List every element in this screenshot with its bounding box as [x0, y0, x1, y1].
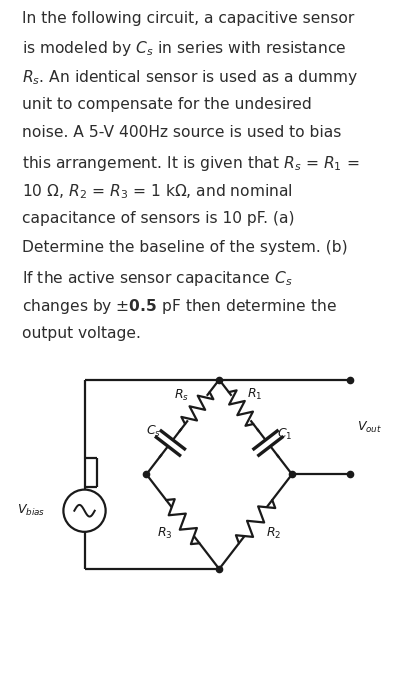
Text: this arrangement. It is given that $R_s$ = $R_1$ =: this arrangement. It is given that $R_s$… [22, 154, 359, 173]
Text: $R_s$. An identical sensor is used as a dummy: $R_s$. An identical sensor is used as a … [22, 68, 358, 87]
Text: unit to compensate for the undesired: unit to compensate for the undesired [22, 97, 311, 111]
Text: 10 $\Omega$, $R_2$ = $R_3$ = 1 k$\Omega$, and nominal: 10 $\Omega$, $R_2$ = $R_3$ = 1 k$\Omega$… [22, 183, 292, 202]
Text: $C_s$: $C_s$ [146, 424, 161, 439]
Text: $R_s$: $R_s$ [174, 388, 188, 402]
Text: capacitance of sensors is 10 pF. (a): capacitance of sensors is 10 pF. (a) [22, 211, 294, 226]
Text: noise. A 5-V 400Hz source is used to bias: noise. A 5-V 400Hz source is used to bia… [22, 125, 340, 140]
Text: Determine the baseline of the system. (b): Determine the baseline of the system. (b… [22, 240, 347, 255]
Text: If the active sensor capacitance $C_s$: If the active sensor capacitance $C_s$ [22, 269, 292, 288]
Text: $V_{out}$: $V_{out}$ [356, 419, 381, 435]
Text: changes by $\pm\mathbf{0.5}$ pF then determine the: changes by $\pm\mathbf{0.5}$ pF then det… [22, 298, 336, 316]
Text: $V_{bias}$: $V_{bias}$ [17, 503, 45, 518]
Text: In the following circuit, a capacitive sensor: In the following circuit, a capacitive s… [22, 10, 353, 25]
Text: $R_2$: $R_2$ [265, 526, 280, 541]
Text: $R_3$: $R_3$ [157, 526, 172, 541]
Text: $C_1$: $C_1$ [276, 428, 292, 442]
Text: output voltage.: output voltage. [22, 326, 141, 341]
Text: is modeled by $C_s$ in series with resistance: is modeled by $C_s$ in series with resis… [22, 39, 346, 58]
Text: $R_1$: $R_1$ [247, 387, 262, 402]
